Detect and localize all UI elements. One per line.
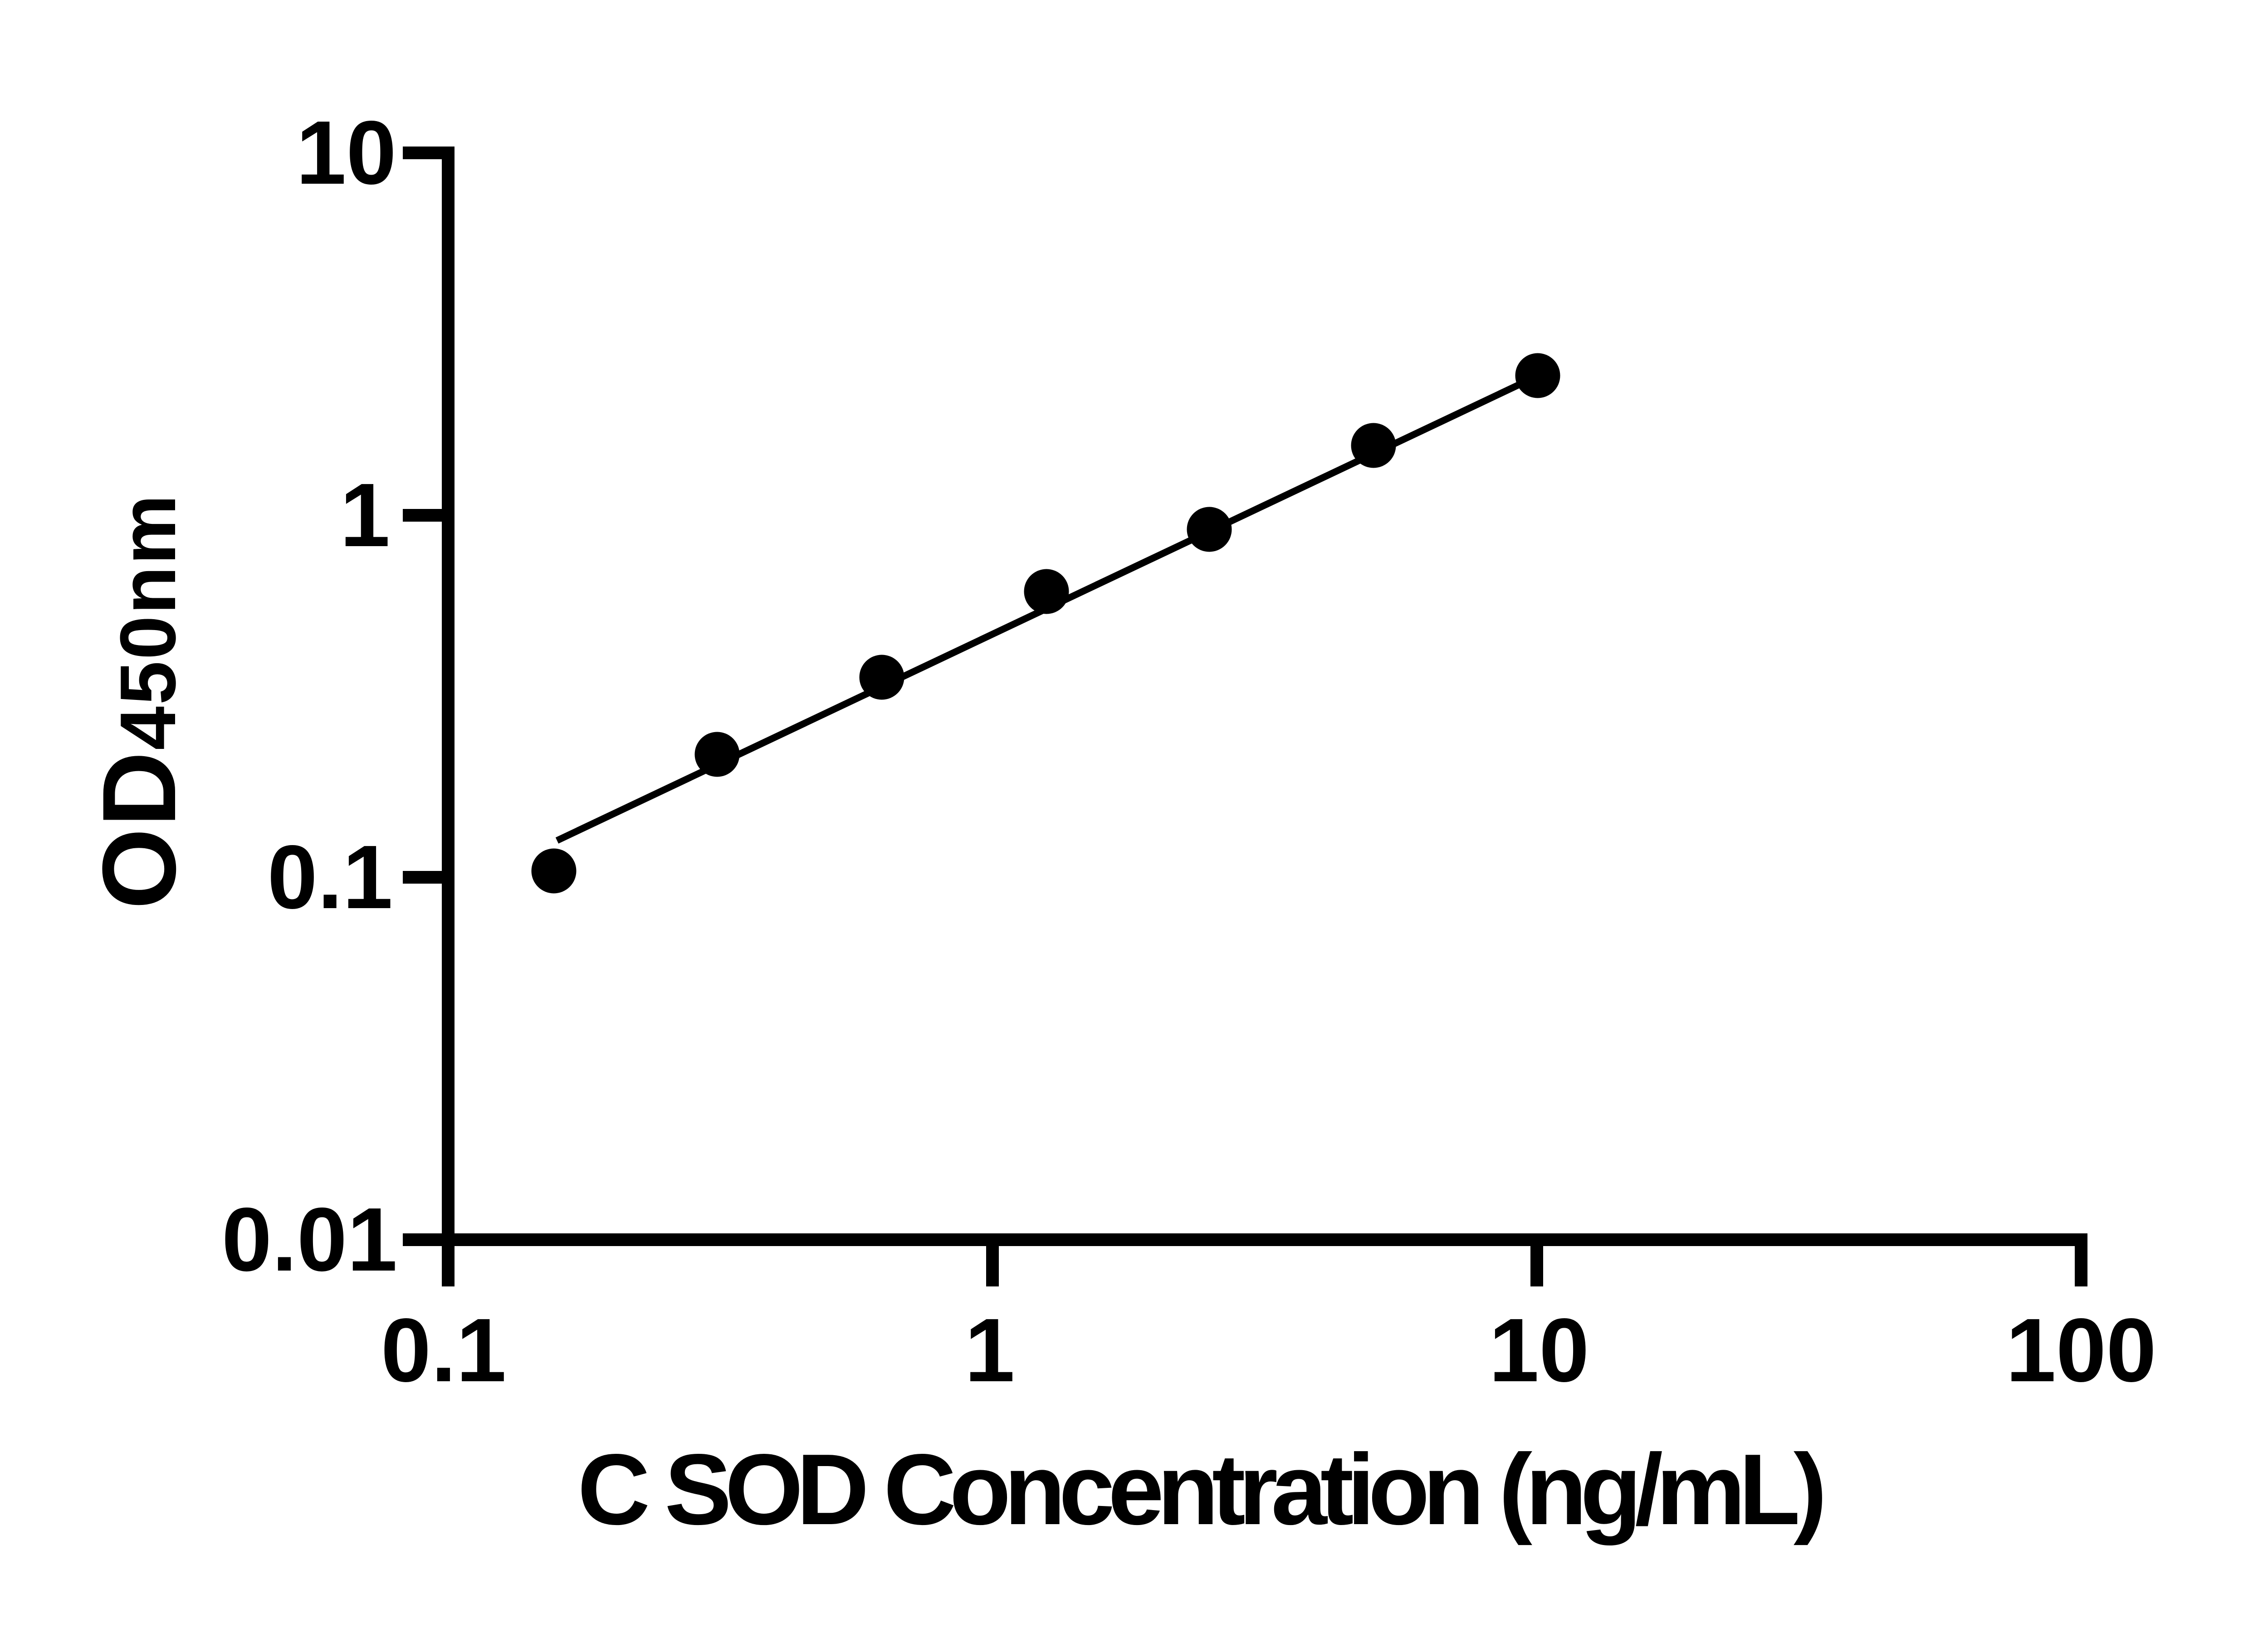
svg-text:1: 1 — [340, 465, 390, 566]
svg-text:100: 100 — [2006, 1300, 2156, 1401]
svg-text:0.1: 0.1 — [267, 827, 393, 928]
svg-text:10: 10 — [296, 103, 396, 203]
svg-text:0.01: 0.01 — [222, 1189, 397, 1290]
svg-text:1: 1 — [965, 1300, 1015, 1401]
svg-text:0.1: 0.1 — [381, 1300, 507, 1401]
svg-text:C SOD Concentration (ng/mL): C SOD Concentration (ng/mL) — [577, 1433, 1822, 1546]
svg-text:10: 10 — [1489, 1300, 1589, 1401]
